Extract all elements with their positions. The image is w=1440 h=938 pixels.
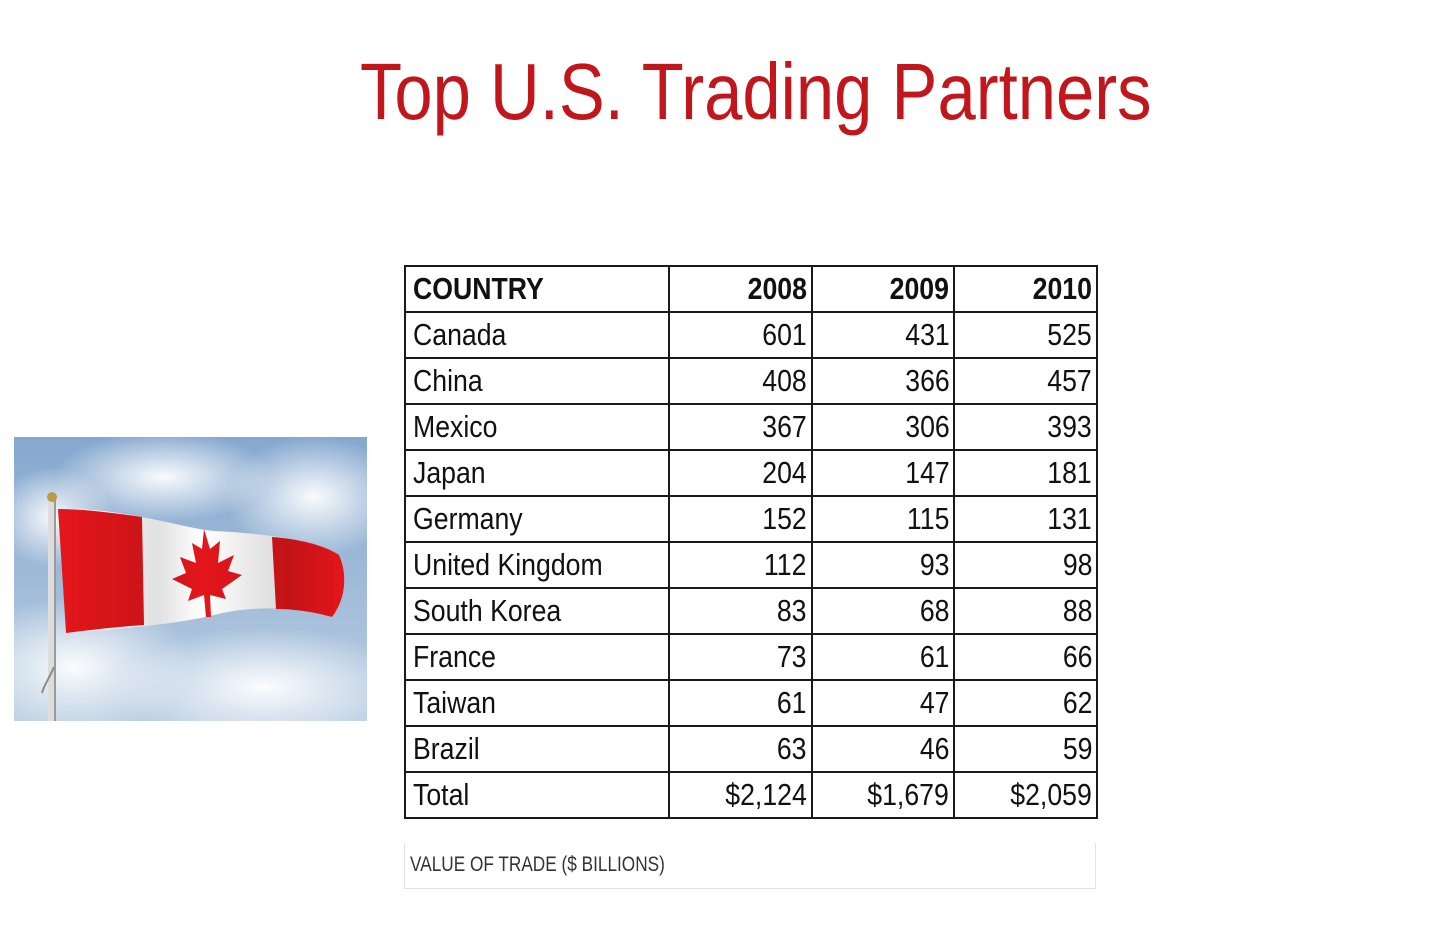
value-cell: 181 bbox=[953, 449, 1098, 497]
value-cell: 367 bbox=[667, 403, 813, 451]
table-row: Taiwan 61 47 62 bbox=[404, 679, 1098, 727]
value-cell: 88 bbox=[953, 587, 1098, 635]
value-cell: 366 bbox=[810, 357, 956, 405]
country-cell: Taiwan bbox=[404, 679, 670, 727]
canada-flag-icon bbox=[14, 437, 367, 721]
country-cell: Canada bbox=[404, 311, 670, 359]
table-row: United Kingdom 112 93 98 bbox=[404, 541, 1098, 589]
country-cell: China bbox=[404, 357, 670, 405]
value-cell: 93 bbox=[810, 541, 956, 589]
value-cell: 431 bbox=[810, 311, 956, 359]
canada-flag-image bbox=[14, 437, 367, 721]
value-cell: 147 bbox=[810, 449, 956, 497]
table-row: Japan 204 147 181 bbox=[404, 449, 1098, 497]
table-row: Brazil 63 46 59 bbox=[404, 725, 1098, 773]
value-cell: 112 bbox=[667, 541, 813, 589]
value-cell: 61 bbox=[810, 633, 956, 681]
country-cell: France bbox=[404, 633, 670, 681]
value-cell: 66 bbox=[953, 633, 1098, 681]
value-cell: 115 bbox=[810, 495, 956, 543]
value-cell: 98 bbox=[953, 541, 1098, 589]
country-cell: United Kingdom bbox=[404, 541, 670, 589]
value-cell: 204 bbox=[667, 449, 813, 497]
value-cell: 152 bbox=[667, 495, 813, 543]
value-cell: 47 bbox=[810, 679, 956, 727]
table-row: China 408 366 457 bbox=[404, 357, 1098, 405]
trade-table: COUNTRY 2008 2009 2010 Canada 601 431 52… bbox=[404, 265, 1098, 819]
table-row: South Korea 83 68 88 bbox=[404, 587, 1098, 635]
total-2009-cell: $1,679 bbox=[810, 771, 956, 819]
country-cell: Germany bbox=[404, 495, 670, 543]
value-cell: 46 bbox=[810, 725, 956, 773]
value-cell: 408 bbox=[667, 357, 813, 405]
table-row: Germany 152 115 131 bbox=[404, 495, 1098, 543]
table-caption-text: VALUE OF TRADE ($ BILLIONS) bbox=[410, 853, 665, 876]
value-cell: 62 bbox=[953, 679, 1098, 727]
country-cell: Japan bbox=[404, 449, 670, 497]
value-cell: 131 bbox=[953, 495, 1098, 543]
value-cell: 61 bbox=[667, 679, 813, 727]
value-cell: 306 bbox=[810, 403, 956, 451]
total-label-cell: Total bbox=[404, 771, 670, 819]
country-cell: Mexico bbox=[404, 403, 670, 451]
slide-title: Top U.S. Trading Partners bbox=[360, 47, 1152, 136]
value-cell: 393 bbox=[953, 403, 1098, 451]
table-header-row: COUNTRY 2008 2009 2010 bbox=[404, 265, 1098, 313]
total-2010-cell: $2,059 bbox=[953, 771, 1098, 819]
table-row: Mexico 367 306 393 bbox=[404, 403, 1098, 451]
table-caption: VALUE OF TRADE ($ BILLIONS) bbox=[404, 843, 1096, 889]
value-cell: 457 bbox=[953, 357, 1098, 405]
value-cell: 73 bbox=[667, 633, 813, 681]
total-2008-cell: $2,124 bbox=[667, 771, 813, 819]
country-cell: South Korea bbox=[404, 587, 670, 635]
value-cell: 601 bbox=[667, 311, 813, 359]
value-cell: 525 bbox=[953, 311, 1098, 359]
table-row: France 73 61 66 bbox=[404, 633, 1098, 681]
table-row: Canada 601 431 525 bbox=[404, 311, 1098, 359]
header-country: COUNTRY bbox=[404, 265, 670, 313]
value-cell: 83 bbox=[667, 587, 813, 635]
value-cell: 68 bbox=[810, 587, 956, 635]
country-cell: Brazil bbox=[404, 725, 670, 773]
value-cell: 59 bbox=[953, 725, 1098, 773]
header-2009: 2009 bbox=[810, 265, 956, 313]
header-2008: 2008 bbox=[667, 265, 813, 313]
header-2010: 2010 bbox=[953, 265, 1098, 313]
value-cell: 63 bbox=[667, 725, 813, 773]
table-total-row: Total $2,124 $1,679 $2,059 bbox=[404, 771, 1098, 819]
